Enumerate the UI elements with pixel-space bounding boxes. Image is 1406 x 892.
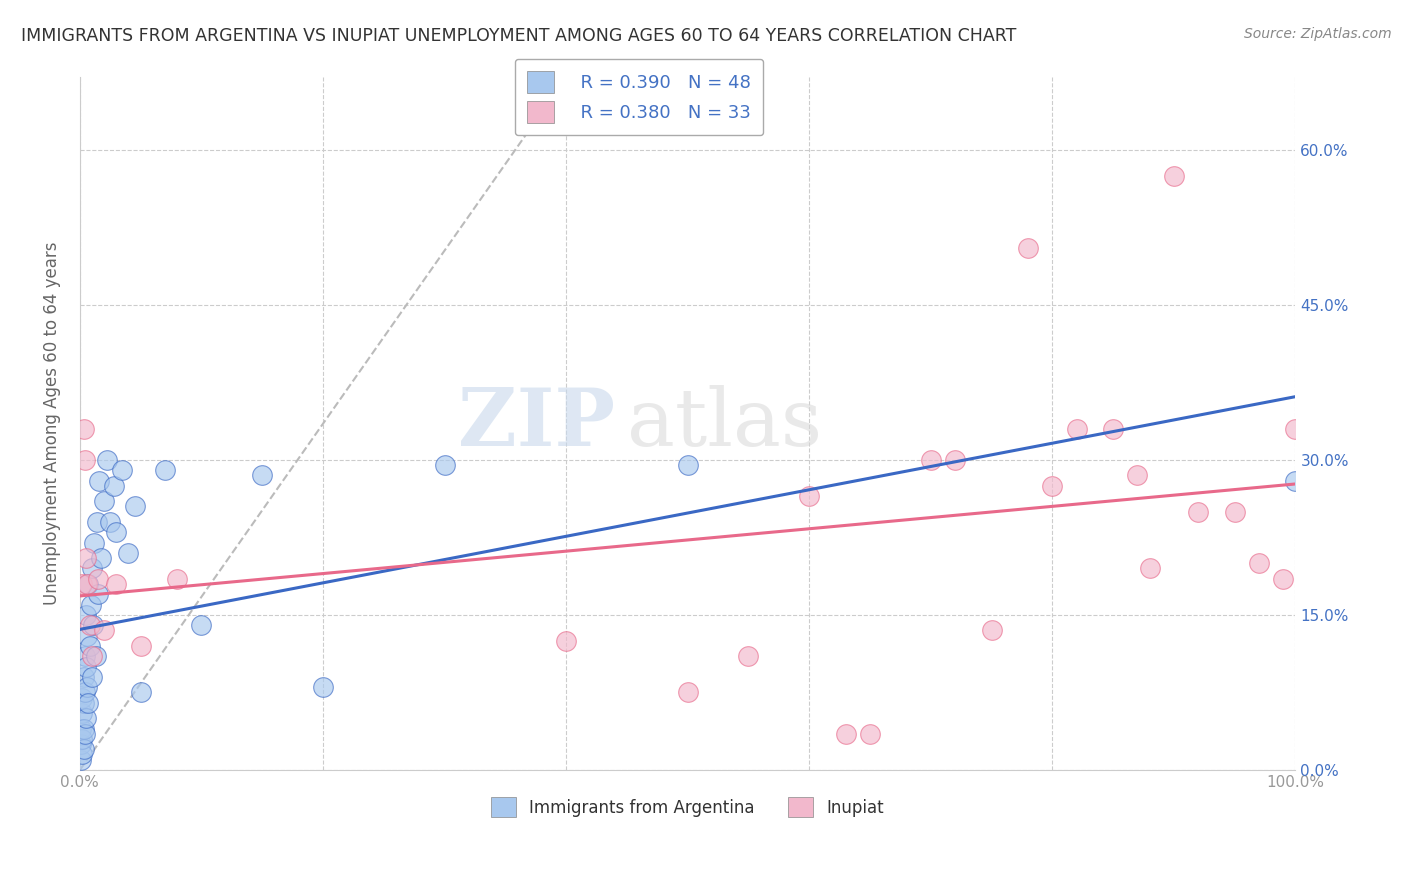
Point (72, 742, 94, 756)
Point (75, 659, 97, 673)
Point (153, 463, 176, 477)
Point (737, 649, 759, 664)
Point (79, 618, 101, 632)
Point (80, 670, 103, 684)
Point (72, 577, 94, 591)
Point (72, 747, 94, 762)
Point (75, 711, 97, 725)
Point (73, 649, 96, 664)
Point (799, 489, 821, 503)
Point (73, 453, 96, 467)
Point (93, 624, 115, 638)
Text: atlas: atlas (627, 384, 823, 463)
Point (76, 629, 98, 643)
Point (859, 727, 882, 741)
Legend: Immigrants from Argentina, Inupiat: Immigrants from Argentina, Inupiat (485, 790, 891, 824)
Point (111, 463, 134, 477)
Point (555, 633, 578, 648)
Point (676, 458, 699, 472)
Point (105, 525, 128, 540)
Point (70, 753, 93, 767)
Point (124, 500, 146, 514)
Point (105, 577, 128, 591)
Point (80, 649, 103, 664)
Point (98, 515, 121, 529)
Point (433, 458, 456, 472)
Text: IMMIGRANTS FROM ARGENTINA VS INUPIAT UNEMPLOYMENT AMONG AGES 60 TO 64 YEARS CORR: IMMIGRANTS FROM ARGENTINA VS INUPIAT UNE… (21, 27, 1017, 45)
Point (129, 639, 152, 653)
Point (676, 685, 699, 699)
Point (72, 670, 94, 684)
Point (77, 577, 100, 591)
Point (1187, 505, 1209, 519)
Point (86, 515, 108, 529)
Point (1017, 241, 1039, 255)
Point (920, 453, 942, 467)
Point (72, 722, 94, 736)
Point (76, 681, 98, 695)
Point (1284, 474, 1306, 488)
Point (80, 598, 103, 612)
Point (166, 572, 188, 586)
Point (70, 737, 93, 751)
Point (76, 577, 98, 591)
Text: Source: ZipAtlas.com: Source: ZipAtlas.com (1244, 27, 1392, 41)
Point (312, 681, 335, 695)
Point (89, 474, 111, 488)
Point (1272, 572, 1295, 586)
Point (75, 607, 97, 622)
Point (190, 618, 212, 632)
Point (70, 722, 93, 736)
Point (117, 546, 139, 560)
Point (77, 696, 100, 710)
Point (129, 685, 152, 699)
Point (72, 696, 94, 710)
Text: ZIP: ZIP (458, 384, 614, 463)
Point (73, 685, 96, 699)
Point (84, 649, 107, 664)
Point (1163, 169, 1185, 183)
Point (72, 731, 94, 746)
Point (83, 535, 105, 549)
Point (79, 639, 101, 653)
Point (834, 727, 856, 741)
Point (1040, 479, 1063, 493)
Point (93, 494, 115, 508)
Point (90, 551, 112, 566)
Point (87, 587, 110, 601)
Point (1066, 422, 1088, 436)
Point (72, 690, 94, 705)
Point (1102, 422, 1125, 436)
Point (103, 479, 125, 493)
Point (80, 561, 103, 575)
Point (1126, 468, 1149, 483)
Point (72, 706, 94, 720)
Point (75, 551, 97, 566)
Point (82, 618, 104, 632)
Point (73, 727, 96, 741)
Point (980, 624, 1002, 638)
Point (1139, 561, 1161, 575)
Point (72, 422, 94, 436)
Y-axis label: Unemployment Among Ages 60 to 64 years: Unemployment Among Ages 60 to 64 years (44, 242, 60, 606)
Point (1247, 556, 1270, 570)
Point (1284, 422, 1306, 436)
Point (250, 468, 273, 483)
Point (943, 453, 966, 467)
Point (1223, 505, 1246, 519)
Point (87, 572, 110, 586)
Point (96, 453, 118, 467)
